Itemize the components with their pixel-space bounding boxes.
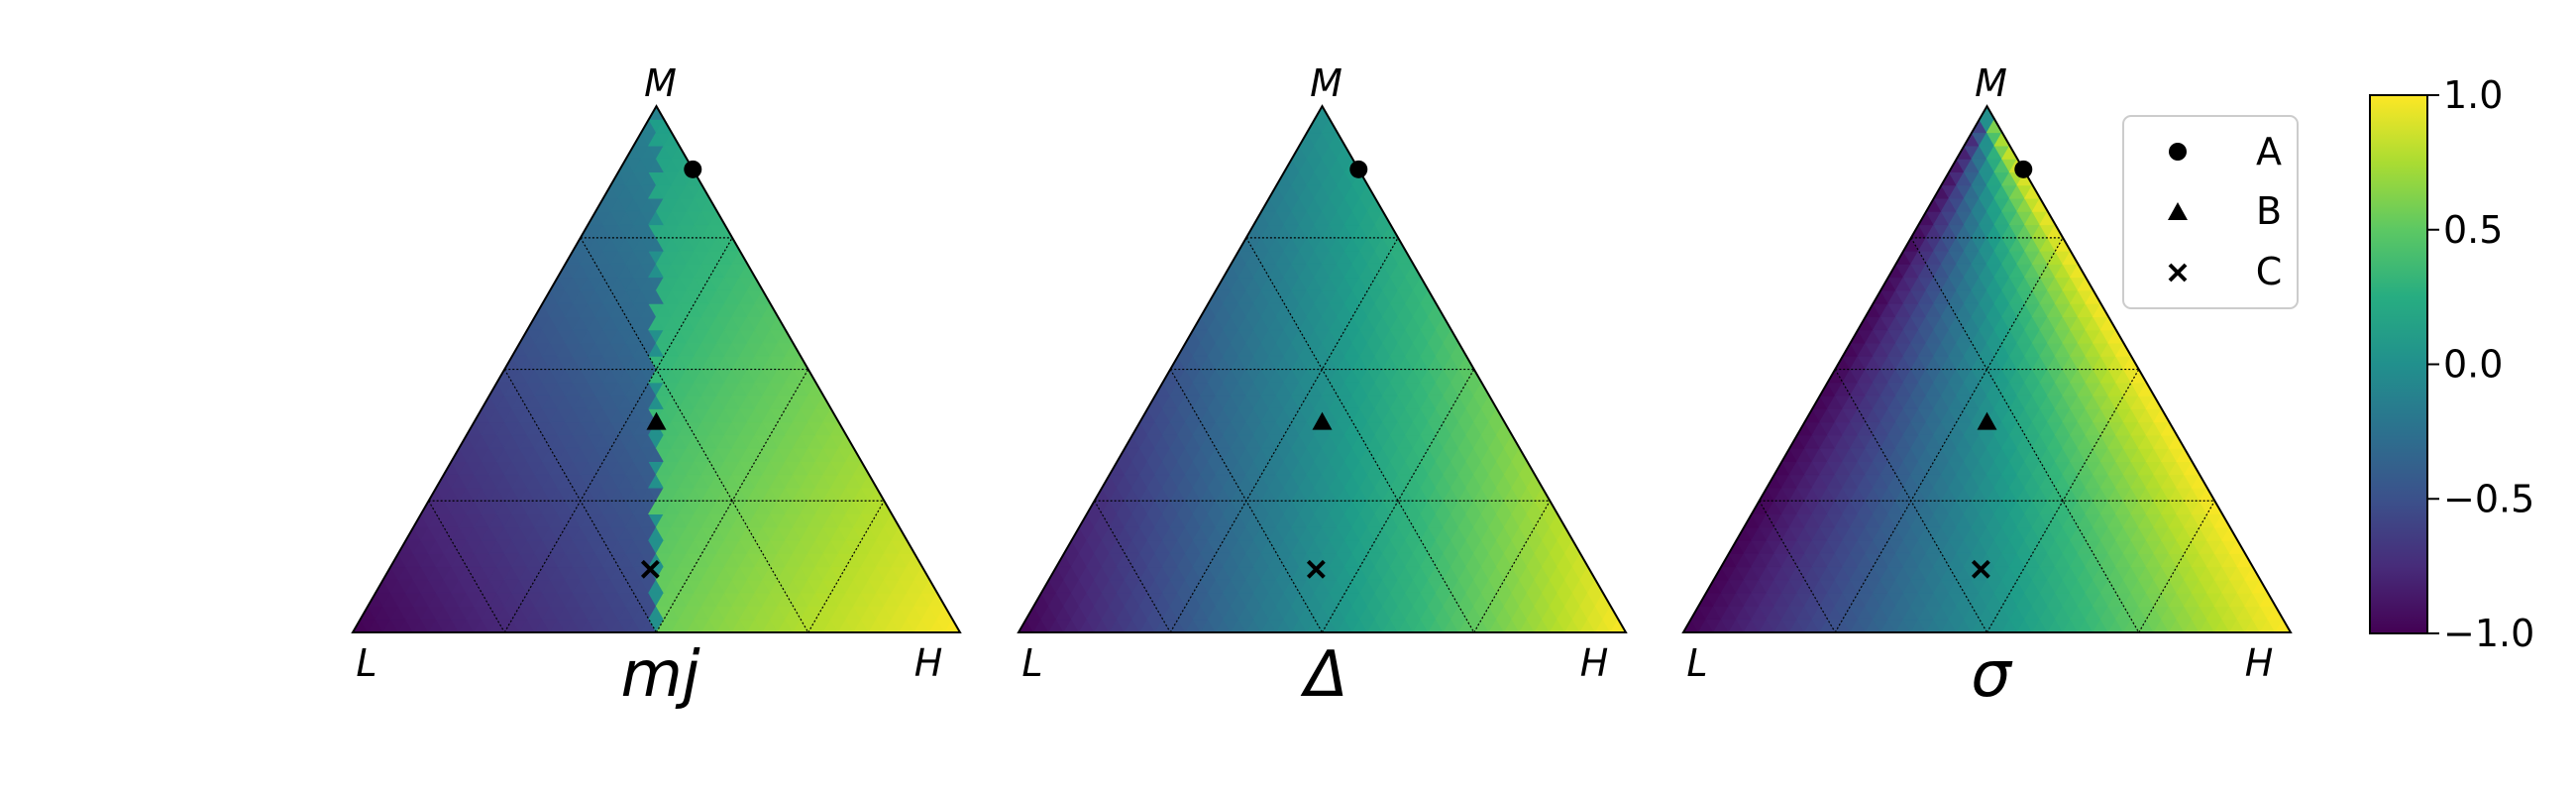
legend-label-b: B (2256, 189, 2282, 233)
vertex-label-right: H (2245, 641, 2274, 685)
point-marker-c (640, 559, 660, 579)
colorbar-tick-label: −1.0 (2443, 612, 2534, 655)
vertex-label-right: H (914, 641, 943, 685)
point-marker-a (684, 160, 702, 178)
point-marker-a (2014, 160, 2033, 178)
gridline-l (503, 369, 658, 633)
ternary-panel-1: L M H Δ (1017, 61, 1628, 712)
colorbar-tick-label: 0.0 (2443, 343, 2503, 387)
colorbar-ticks: 1.0 0.5 0.0 −0.5 −1.0 (2427, 73, 2534, 655)
gridline-h (807, 500, 885, 633)
legend-label-c: C (2256, 250, 2283, 293)
panel-title: σ (1971, 638, 2013, 712)
colorbar-tick-label: 1.0 (2443, 73, 2503, 117)
vertex-label-left: L (1686, 641, 1707, 685)
point-marker-a (1349, 160, 1368, 178)
vertex-label-right: H (1580, 641, 1609, 685)
gridline-h (503, 237, 733, 633)
ternary-panel-0: L M Hmj (351, 61, 962, 712)
colorbar-tick-label: −0.5 (2443, 477, 2534, 520)
panel-title: Δ (1300, 638, 1348, 712)
gridline-l (580, 237, 809, 633)
colorbar-tick-label: 0.5 (2443, 208, 2503, 252)
ternary-panels: L M Hmj L M H Δ L M Hσ (351, 61, 2293, 712)
legend-label-a: A (2256, 130, 2282, 173)
point-markers (640, 160, 702, 579)
vertex-label-top: M (1310, 61, 1342, 105)
vertex-label-top: M (1975, 61, 2007, 105)
vertex-label-left: L (356, 641, 376, 685)
legend: A B C (2122, 115, 2299, 309)
gridline-l (428, 500, 505, 633)
point-marker-b (646, 411, 667, 430)
vertex-label-left: L (1021, 641, 1042, 685)
vertex-label-top: M (644, 61, 677, 105)
gridline-h (655, 369, 809, 633)
colorbar-gradient (2369, 94, 2428, 634)
ternary-grid (428, 237, 885, 633)
legend-circle-marker (2169, 143, 2187, 161)
triangle-outline (351, 104, 962, 633)
panel-title: mj (620, 638, 699, 712)
colorbar: 1.0 0.5 0.0 −0.5 −1.0 (2369, 73, 2534, 655)
